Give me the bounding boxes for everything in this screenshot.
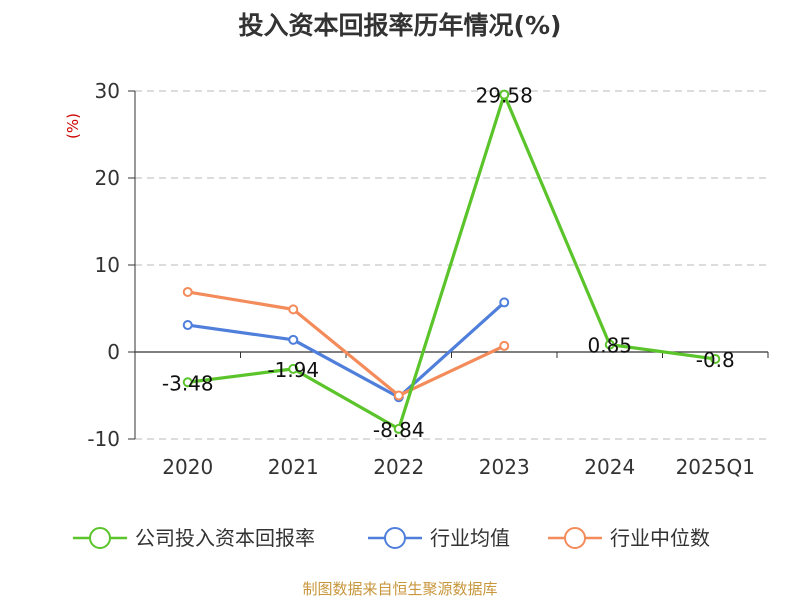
data-point bbox=[182, 320, 193, 331]
y-tick-label: 0 bbox=[107, 340, 120, 364]
data-labels: -3.48 -1.94 -8.84 29.58 0.85 -0.8 bbox=[162, 84, 735, 442]
series-2 bbox=[182, 286, 510, 401]
chart-title: 投入资本回报率历年情况(%) bbox=[238, 11, 562, 40]
y-tick-label: 10 bbox=[95, 253, 120, 277]
data-point bbox=[393, 390, 404, 401]
y-tick-label: 30 bbox=[95, 79, 120, 103]
data-label: -0.8 bbox=[696, 348, 735, 372]
y-axis-unit-label: (%) bbox=[64, 113, 82, 139]
data-point bbox=[288, 363, 299, 374]
data-point bbox=[393, 423, 404, 434]
data-label: 0.85 bbox=[587, 334, 632, 358]
data-point bbox=[182, 286, 193, 297]
legend-item: 行业均值 bbox=[368, 526, 510, 550]
data-label: -8.84 bbox=[373, 418, 425, 442]
series-1 bbox=[182, 297, 510, 403]
x-tick-label: 2022 bbox=[373, 455, 424, 479]
series-line bbox=[187, 93, 716, 431]
legend: 公司投入资本回报率 行业均值 行业中位数 bbox=[73, 526, 710, 550]
data-point bbox=[499, 89, 510, 100]
legend-swatch-marker bbox=[89, 527, 111, 549]
x-tick-labels: 2020 2021 2022 2023 2024 2025Q1 bbox=[134, 352, 769, 479]
series-0 bbox=[182, 89, 721, 434]
y-tick-labels: -10 0 10 20 30 bbox=[87, 79, 120, 451]
grid-lines bbox=[128, 90, 768, 440]
legend-item: 公司投入资本回报率 bbox=[73, 526, 315, 550]
legend-label: 行业中位数 bbox=[610, 526, 710, 550]
x-tick-label: 2025Q1 bbox=[676, 455, 755, 479]
source-note: 制图数据来自恒生聚源数据库 bbox=[302, 580, 498, 598]
legend-swatch-marker bbox=[384, 527, 406, 549]
legend-swatch-marker bbox=[564, 527, 586, 549]
data-point bbox=[182, 377, 193, 388]
data-point bbox=[499, 340, 510, 351]
data-label: -1.94 bbox=[267, 358, 319, 382]
data-point bbox=[288, 334, 299, 345]
data-label: 29.58 bbox=[476, 84, 533, 108]
data-point bbox=[710, 353, 721, 364]
data-point bbox=[499, 297, 510, 308]
legend-label: 公司投入资本回报率 bbox=[135, 526, 315, 550]
x-tick-label: 2020 bbox=[162, 455, 213, 479]
series-lines bbox=[182, 89, 721, 434]
y-tick-label: 20 bbox=[95, 166, 120, 190]
data-point bbox=[288, 304, 299, 315]
data-label: -3.48 bbox=[162, 371, 214, 395]
legend-item: 行业中位数 bbox=[548, 526, 710, 550]
y-tick-label: -10 bbox=[87, 427, 120, 451]
x-tick-label: 2021 bbox=[268, 455, 319, 479]
series-line bbox=[187, 301, 506, 399]
x-tick-label: 2024 bbox=[584, 455, 635, 479]
x-tick-label: 2023 bbox=[479, 455, 530, 479]
series-line bbox=[187, 290, 505, 398]
legend-label: 行业均值 bbox=[430, 526, 510, 550]
data-point bbox=[604, 339, 615, 350]
